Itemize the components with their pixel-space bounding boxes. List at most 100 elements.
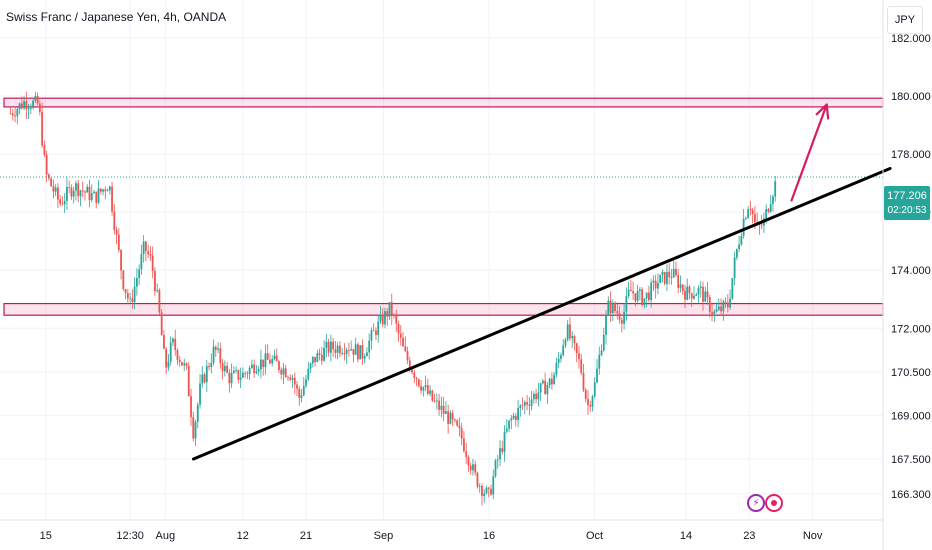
projection-arrow[interactable] <box>790 103 830 202</box>
lightning-icon[interactable]: ⚡ <box>747 494 765 512</box>
price-axis[interactable]: 182.000180.000178.000176.000174.000172.0… <box>891 33 931 501</box>
candle-body <box>27 108 30 110</box>
candle-body <box>395 315 398 324</box>
candle-body <box>749 209 752 211</box>
candle-body <box>607 300 610 316</box>
price-tick-label: 166.300 <box>891 489 931 501</box>
arrow-shaft <box>790 103 828 202</box>
candle-body <box>154 270 156 292</box>
candle-body <box>307 368 310 380</box>
candle-body <box>158 290 161 313</box>
candle-body <box>431 390 434 401</box>
candle-body <box>451 412 454 420</box>
candle-body <box>320 354 323 361</box>
last-price-value: 177.206 <box>887 190 927 202</box>
time-axis[interactable]: 15 12:30 Aug 12 21 Sep 16 Oct 14 23 Nov <box>40 530 823 542</box>
candle-body <box>483 493 486 497</box>
candle-body <box>505 428 508 432</box>
candle-body <box>681 284 684 291</box>
candle-body <box>11 113 14 116</box>
candle-body <box>327 341 330 353</box>
candle-body <box>379 314 382 322</box>
candle-body <box>363 356 366 359</box>
candle-body <box>478 485 481 487</box>
candle-body <box>760 224 763 226</box>
candle-body <box>557 358 560 363</box>
candle-body <box>230 372 233 384</box>
candle-body <box>183 363 186 366</box>
target-icon[interactable] <box>765 494 783 512</box>
candle-body <box>666 271 668 284</box>
candle-body <box>93 191 95 194</box>
candle-body <box>555 362 558 375</box>
candle-body <box>9 113 12 115</box>
candle-body <box>738 244 741 250</box>
candle-body <box>386 311 389 317</box>
candle-body <box>68 187 71 188</box>
candle-body <box>163 335 165 349</box>
candle-body <box>214 346 217 350</box>
candle-body <box>357 344 359 360</box>
candle-body <box>609 300 612 313</box>
candle-body <box>341 353 344 354</box>
candle-body <box>113 211 116 230</box>
candle-body <box>720 306 722 312</box>
candle-body <box>490 488 492 495</box>
candle-body <box>205 365 208 383</box>
candle-body <box>176 349 179 360</box>
candle-body <box>104 189 107 192</box>
candle-body <box>368 340 371 353</box>
candle-body <box>208 365 210 368</box>
candle-body <box>575 343 578 354</box>
candle-body <box>244 372 247 374</box>
time-tick-label: 15 <box>40 530 52 542</box>
candle-body <box>359 345 362 360</box>
candle-body <box>587 398 589 406</box>
candle-body <box>246 373 249 375</box>
candle-body <box>535 393 538 400</box>
candle-body <box>393 315 395 316</box>
candle-body <box>440 405 443 410</box>
candle-body <box>433 400 436 402</box>
candle-body <box>580 359 583 373</box>
price-tick-label: 178.000 <box>891 149 931 161</box>
candle-body <box>650 282 653 301</box>
candle-body <box>589 405 592 407</box>
candle-body <box>63 200 66 205</box>
candle-body <box>702 286 704 302</box>
candle-body <box>492 476 495 495</box>
candle-body <box>174 338 177 350</box>
candle-body <box>501 448 504 452</box>
candle-body <box>641 289 644 306</box>
time-tick-label: 23 <box>743 530 755 542</box>
candle-body <box>408 360 411 370</box>
candle-body <box>636 291 639 301</box>
candle-body <box>487 487 490 489</box>
candle-body <box>32 100 35 108</box>
candle-body <box>271 359 274 364</box>
candle-body <box>178 359 181 362</box>
candle-body <box>399 333 402 338</box>
candle-body <box>675 268 677 276</box>
candle-body <box>564 339 567 346</box>
candle-body <box>257 369 260 372</box>
candle-body <box>672 268 675 278</box>
currency-button[interactable]: JPY <box>887 6 923 34</box>
candle-body <box>514 415 517 420</box>
candle-body <box>643 298 646 306</box>
candle-body <box>194 421 197 439</box>
candle-body <box>532 393 535 400</box>
candle-body <box>449 412 452 424</box>
candle-body <box>88 186 91 201</box>
candle-body <box>722 301 725 312</box>
candle-body <box>151 255 154 271</box>
price-tick-label: 180.000 <box>891 91 931 103</box>
candle-body <box>282 368 285 375</box>
candle-body <box>325 341 328 348</box>
candle-body <box>735 249 738 258</box>
candle-body <box>625 296 628 312</box>
trendline[interactable] <box>191 166 892 461</box>
candle-body <box>447 411 450 424</box>
candle-body <box>23 101 25 109</box>
